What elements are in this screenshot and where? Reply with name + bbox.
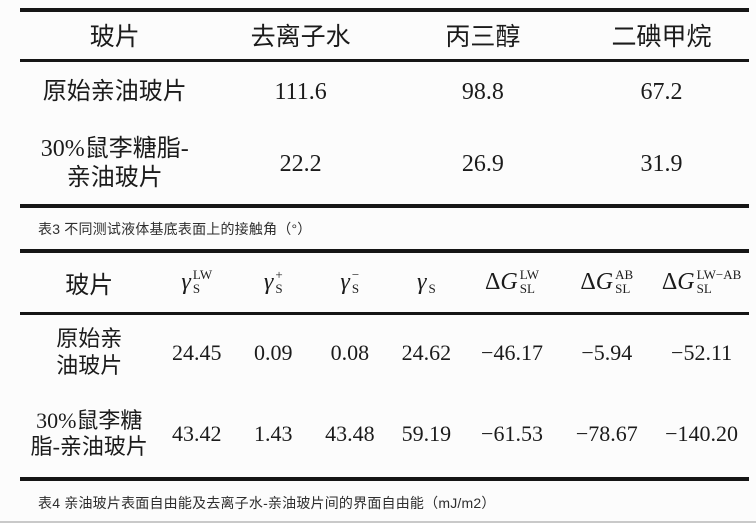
value-cell: −5.94 bbox=[581, 339, 633, 365]
col-header-delta-g-sl-lw: Δ G LW SL bbox=[464, 251, 560, 315]
value-cell: 98.8 bbox=[461, 79, 504, 106]
col-header-delta-g-sl-ab: Δ G AB SL bbox=[559, 251, 655, 315]
col-header-delta-g-sl-lw-ab: Δ G LW−AB SL bbox=[654, 251, 749, 315]
col-header-gamma-s-lw: γ LW S bbox=[158, 251, 236, 315]
value-cell: −78.67 bbox=[575, 421, 638, 446]
value-cell: 24.45 bbox=[172, 339, 222, 365]
col-header-diiodomethane: 二碘甲烷 bbox=[574, 10, 749, 62]
col-header-slide: 玻片 bbox=[20, 251, 159, 315]
delta-g-sl-ab-symbol: Δ G AB SL bbox=[580, 267, 634, 297]
value-cell: 67.2 bbox=[640, 79, 683, 106]
bottom-edge-divider bbox=[0, 521, 756, 523]
value-cell: −46.17 bbox=[481, 339, 543, 365]
row-label: 原始亲 油玻片 bbox=[56, 326, 123, 378]
col-header-glycerol: 丙三醇 bbox=[391, 10, 575, 62]
contact-angle-table: 玻片 去离子水 丙三醇 二碘甲烷 原始亲油玻片 111.6 98.8 67.2 … bbox=[20, 8, 749, 208]
contact-angle-header-row: 玻片 去离子水 丙三醇 二碘甲烷 bbox=[20, 10, 749, 62]
table-row: 30%鼠李糖脂- 亲油玻片 22.2 26.9 31.9 bbox=[20, 124, 749, 206]
gamma-s-plus-symbol: γ + S bbox=[263, 267, 283, 297]
gamma-s-lw-symbol: γ LW S bbox=[181, 267, 213, 297]
value-cell: 31.9 bbox=[640, 150, 683, 177]
page-content: 玻片 去离子水 丙三醇 二碘甲烷 原始亲油玻片 111.6 98.8 67.2 … bbox=[20, 8, 749, 513]
table3-caption: 表3 不同测试液体基底表面上的接触角（°） bbox=[38, 221, 312, 237]
value-cell: 111.6 bbox=[274, 79, 327, 106]
row-label: 30%鼠李糖脂- 亲油玻片 bbox=[40, 136, 189, 191]
gamma-s-minus-symbol: γ − S bbox=[340, 267, 360, 297]
value-cell: 22.2 bbox=[279, 150, 322, 177]
value-cell: −52.11 bbox=[671, 339, 733, 365]
delta-g-sl-lw-symbol: Δ G LW SL bbox=[484, 267, 540, 297]
value-cell: 43.42 bbox=[172, 421, 222, 446]
col-header-gamma-s-minus: γ − S bbox=[311, 251, 389, 315]
row-label: 原始亲油玻片 bbox=[42, 79, 187, 106]
col-header-gamma-s-plus: γ + S bbox=[235, 251, 312, 315]
value-cell: −61.53 bbox=[481, 421, 543, 446]
col-header-deionized-water: 去离子水 bbox=[209, 10, 392, 62]
table-row: 原始亲 油玻片 24.45 0.09 0.08 24.62 −46.17 −5.… bbox=[20, 313, 749, 391]
row-label: 30%鼠李糖 脂-亲油玻片 bbox=[30, 407, 148, 459]
delta-g-sl-lw-ab-symbol: Δ G LW−AB SL bbox=[661, 267, 742, 297]
col-header-slide: 玻片 bbox=[20, 10, 210, 62]
value-cell: −140.20 bbox=[665, 421, 739, 446]
value-cell: 24.62 bbox=[401, 339, 452, 365]
table-row: 30%鼠李糖 脂-亲油玻片 43.42 1.43 43.48 59.19 −61… bbox=[20, 391, 749, 479]
value-cell: 26.9 bbox=[461, 150, 504, 177]
value-cell: 0.08 bbox=[330, 339, 370, 365]
value-cell: 43.48 bbox=[325, 421, 375, 446]
table-row: 原始亲油玻片 111.6 98.8 67.2 bbox=[20, 60, 749, 124]
value-cell: 59.19 bbox=[401, 421, 452, 446]
value-cell: 0.09 bbox=[254, 339, 293, 365]
table4-caption: 表4 亲油玻片表面自由能及去离子水-亲油玻片间的界面自由能（mJ/m2） bbox=[38, 495, 496, 511]
value-cell: 1.43 bbox=[254, 421, 293, 446]
